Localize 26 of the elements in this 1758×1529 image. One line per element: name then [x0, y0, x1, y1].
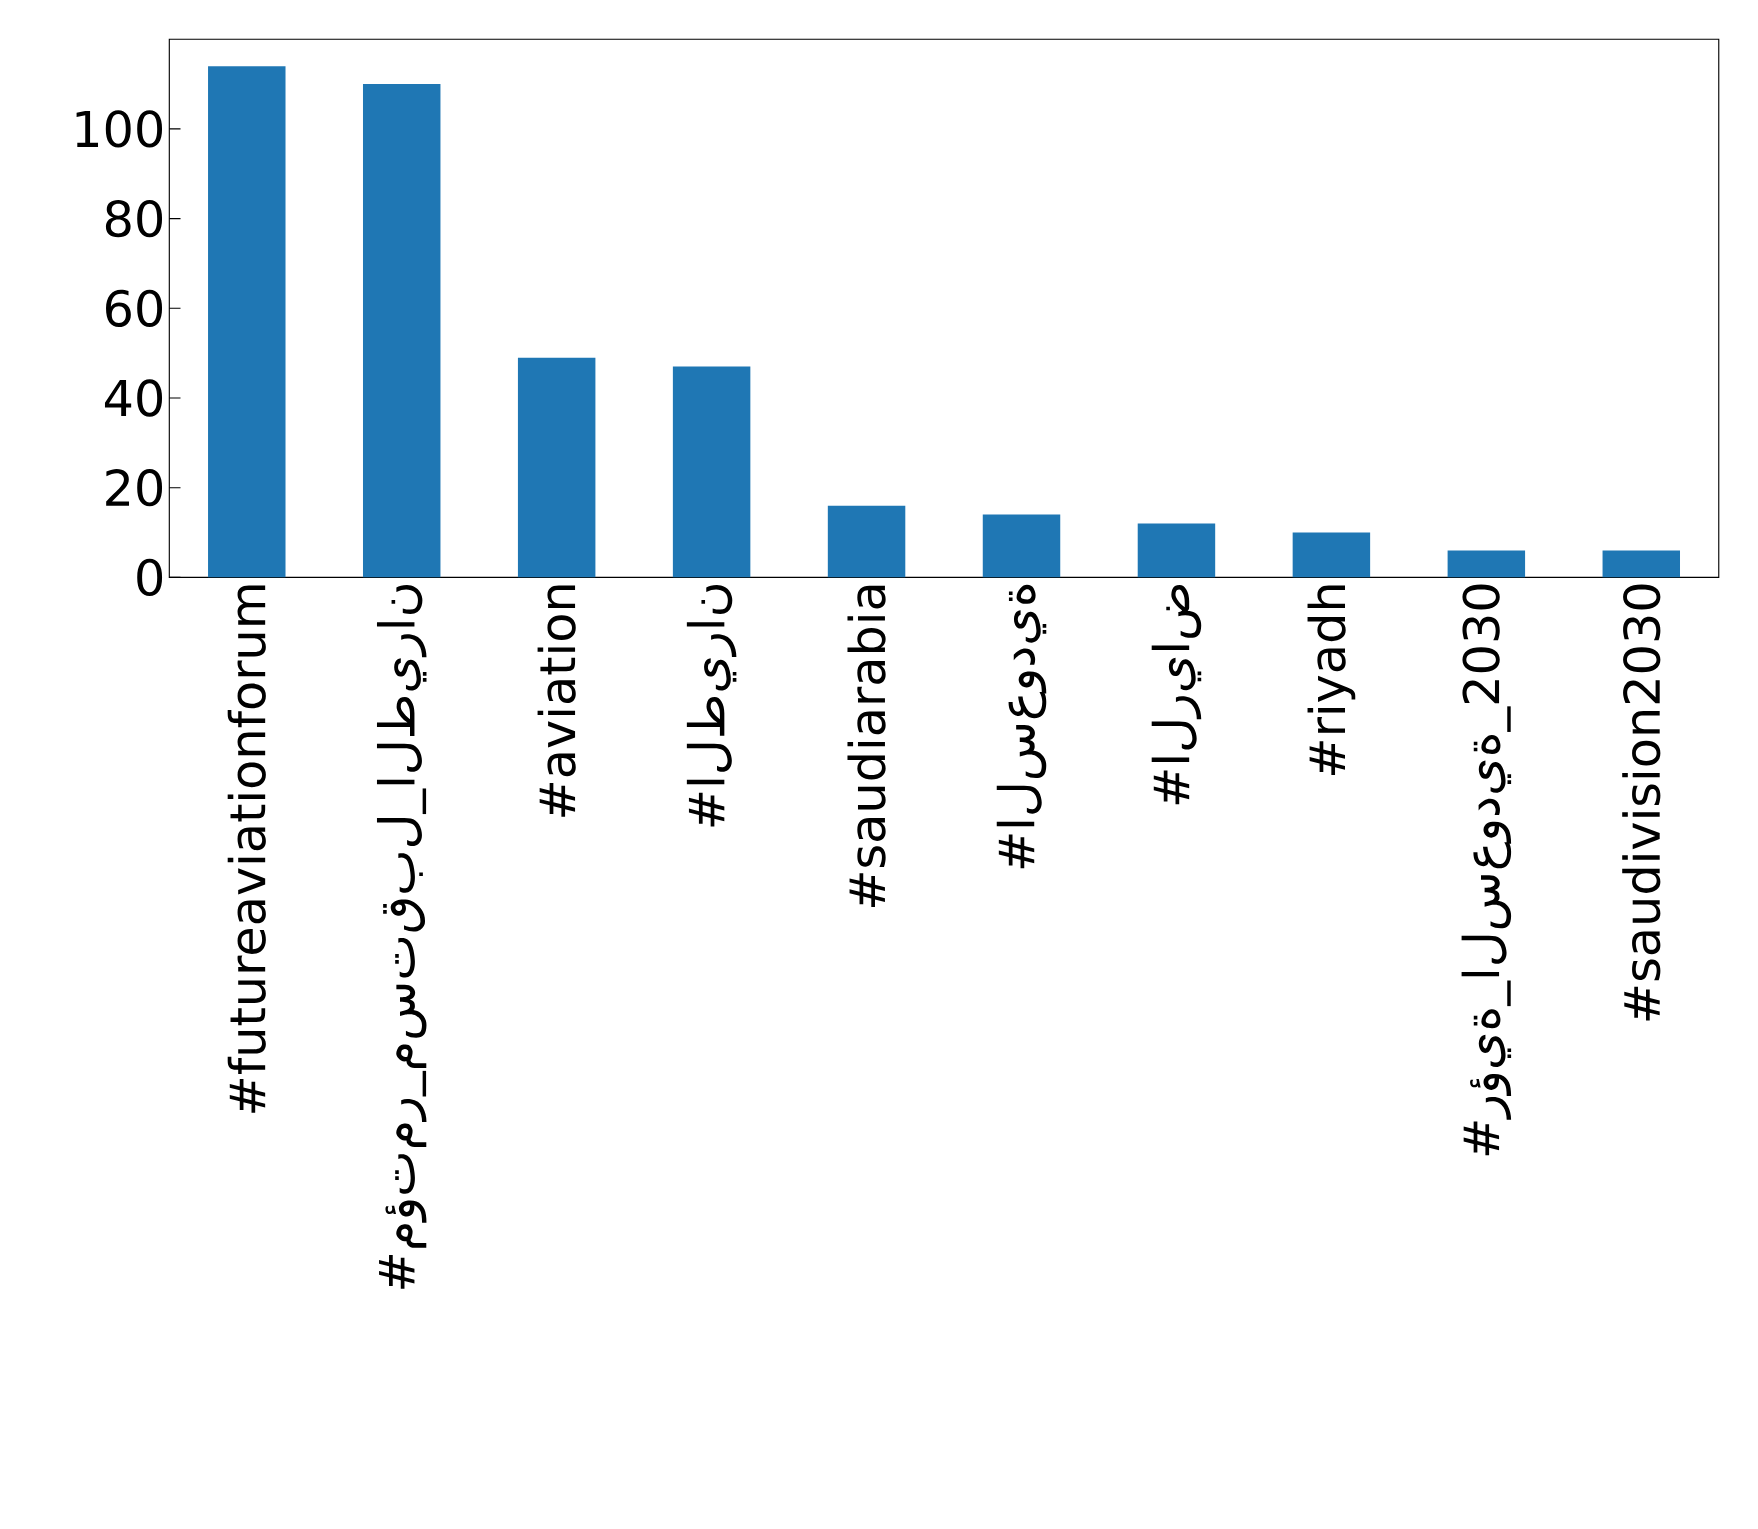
y-tick-label: 40	[104, 379, 163, 417]
x-tick-label: #السعودية	[996, 584, 1047, 869]
x-tick-label: #riyadh	[1307, 585, 1356, 775]
bar	[1137, 523, 1216, 578]
y-tick-label: 20	[106, 468, 163, 507]
x-tick-label: #aviation	[537, 585, 576, 817]
x-tick-label: #saudiarabia	[847, 585, 886, 907]
bar	[517, 357, 596, 578]
x-tick-label: #الرياض	[1151, 584, 1202, 805]
x-tick-label: #futureaviationforum	[227, 585, 266, 1113]
bar	[672, 366, 751, 578]
bar	[1292, 532, 1371, 578]
y-tick-label: 100	[76, 110, 163, 148]
x-tick-label: #رؤية_السعودية_2030	[1461, 584, 1512, 1156]
bar	[208, 66, 286, 578]
y-tick-label: 80	[105, 199, 163, 238]
bar	[1602, 550, 1681, 578]
x-tick-label: #saudivision2030	[1622, 584, 1661, 1021]
y-tick-label: 0	[137, 558, 163, 596]
x-tick-label: #الطيران	[686, 584, 737, 827]
bar	[1447, 550, 1526, 578]
bar	[362, 83, 441, 578]
bar	[982, 514, 1061, 578]
x-tick-label: #مؤتمر_مستقبل_الطيران	[376, 584, 427, 1289]
bar	[827, 505, 906, 578]
y-tick-label: 60	[106, 289, 163, 327]
